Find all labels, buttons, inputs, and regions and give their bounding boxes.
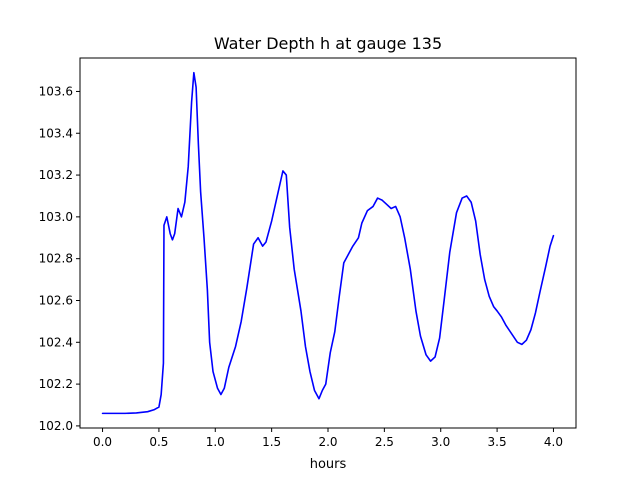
x-tick-label: 2.5	[375, 435, 394, 449]
y-tick-label: 103.4	[39, 126, 73, 140]
y-axis: 102.0 102.2 102.4 102.6 102.8 103.0 103.2 103.4…	[39, 84, 80, 433]
y-tick-label: 103.2	[39, 168, 73, 182]
y-tick-label: 103.0	[39, 210, 73, 224]
plot-frame	[79, 57, 577, 429]
y-tick-label: 102.4	[39, 335, 73, 349]
x-axis: 0.0 0.5 1.0 1.5 2.0 2.5 3.0 3.5 4.0	[93, 428, 563, 449]
x-axis-label: hours	[310, 457, 347, 472]
y-tick-label: 102.8	[39, 252, 73, 266]
x-tick-label: 3.5	[488, 435, 507, 449]
x-tick-label: 1.5	[262, 435, 281, 449]
x-tick-label: 4.0	[544, 435, 563, 449]
x-tick-label: 3.0	[431, 435, 450, 449]
y-tick-label: 102.2	[39, 377, 73, 391]
y-tick-label: 103.6	[39, 84, 73, 98]
x-tick-label: 0.5	[149, 435, 168, 449]
series-layer	[101, 71, 555, 415]
series-line	[101, 71, 555, 415]
x-tick-label: 2.0	[318, 435, 337, 449]
y-tick-label: 102.0	[39, 419, 73, 433]
chart-title: Water Depth h at gauge 135	[214, 34, 442, 53]
y-tick-label: 102.6	[39, 293, 73, 307]
x-tick-label: 0.0	[93, 435, 112, 449]
x-tick-label: 1.0	[206, 435, 225, 449]
